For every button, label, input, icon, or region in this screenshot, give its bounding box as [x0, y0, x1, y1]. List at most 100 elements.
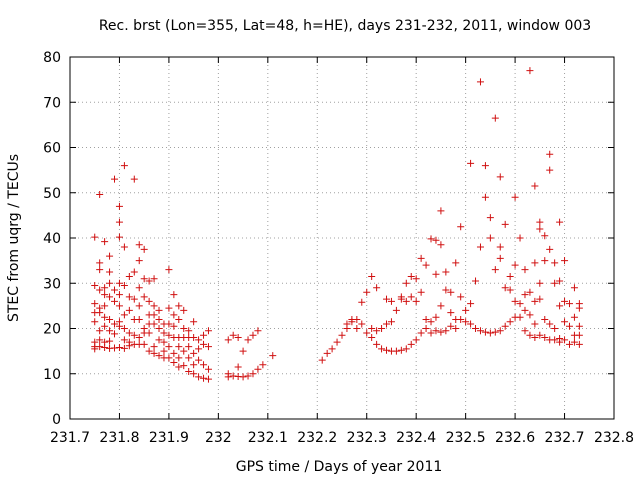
data-point	[407, 272, 415, 280]
data-point	[422, 325, 430, 332]
data-point	[501, 322, 509, 330]
data-point	[195, 373, 203, 381]
data-point	[348, 318, 356, 326]
data-points	[91, 67, 583, 383]
data-point	[101, 322, 109, 330]
data-point	[511, 261, 519, 269]
data-point	[96, 191, 104, 199]
data-point	[506, 272, 514, 280]
data-point	[200, 331, 208, 339]
data-point	[180, 362, 188, 370]
data-point	[565, 300, 573, 308]
data-point	[526, 311, 534, 319]
data-point	[170, 322, 178, 330]
data-point	[432, 313, 440, 321]
data-point	[383, 295, 391, 303]
y-tick-labels: 0 10 20 30 40 50 60 70 80	[43, 50, 61, 428]
data-point	[323, 349, 331, 357]
data-point	[457, 293, 465, 301]
data-point	[150, 343, 158, 351]
data-point	[91, 318, 99, 326]
data-point	[130, 295, 138, 303]
data-point	[387, 297, 395, 305]
data-point	[412, 336, 420, 344]
axis-ticks	[69, 56, 615, 420]
data-point	[417, 288, 425, 296]
data-point	[150, 302, 158, 310]
data-point	[368, 272, 376, 280]
data-point	[407, 340, 415, 348]
data-point	[402, 345, 410, 353]
data-point	[175, 363, 183, 371]
data-point	[115, 322, 123, 330]
data-point	[195, 345, 203, 353]
data-point	[531, 320, 539, 328]
data-point	[575, 331, 583, 339]
data-point	[130, 331, 138, 339]
data-point	[472, 325, 480, 332]
y-tick-label: 50	[43, 186, 61, 202]
data-point	[531, 297, 539, 305]
data-point	[175, 354, 183, 362]
data-point	[575, 322, 583, 330]
data-point	[472, 277, 480, 285]
data-point	[506, 318, 514, 326]
data-point	[150, 320, 158, 328]
data-point	[115, 291, 123, 299]
data-point	[120, 282, 128, 290]
y-tick-label: 30	[43, 276, 61, 292]
data-point	[140, 275, 148, 283]
data-point	[476, 78, 484, 86]
data-point	[190, 361, 198, 369]
data-point	[526, 331, 534, 339]
data-point	[358, 320, 366, 328]
data-point	[106, 252, 114, 260]
data-point	[101, 302, 109, 310]
data-point	[551, 325, 559, 332]
data-point	[343, 325, 351, 332]
data-point	[462, 306, 470, 314]
data-point	[556, 277, 564, 285]
data-point	[130, 175, 138, 183]
data-point	[254, 365, 262, 373]
data-point	[467, 300, 475, 308]
data-point	[437, 302, 445, 310]
data-point	[160, 329, 168, 337]
data-point	[442, 327, 450, 335]
data-point	[244, 372, 252, 380]
data-point	[556, 218, 564, 226]
data-point	[180, 325, 188, 332]
y-tick-label: 10	[43, 367, 61, 383]
data-point	[96, 259, 104, 267]
data-point	[422, 315, 430, 323]
data-point	[155, 306, 163, 314]
data-point	[392, 347, 400, 355]
data-point	[452, 259, 460, 267]
data-point	[481, 328, 489, 336]
data-point	[91, 282, 99, 290]
data-point	[496, 173, 504, 181]
x-axis-label: GPS time / Days of year 2011	[236, 459, 443, 475]
x-tick-label: 232.1	[248, 430, 288, 446]
data-point	[150, 311, 158, 319]
data-point	[402, 297, 410, 305]
data-point	[531, 259, 539, 267]
data-point	[115, 344, 123, 352]
data-point	[486, 234, 494, 242]
data-point	[387, 318, 395, 326]
data-point	[130, 268, 138, 276]
data-point	[165, 354, 173, 362]
data-point	[170, 291, 178, 299]
data-point	[397, 295, 405, 303]
data-point	[546, 245, 554, 253]
data-point	[353, 315, 361, 323]
data-point	[541, 232, 549, 240]
data-point	[373, 284, 381, 292]
data-point	[190, 318, 198, 326]
data-point	[496, 327, 504, 335]
data-point	[185, 354, 193, 362]
data-point	[457, 315, 465, 323]
data-point	[427, 329, 435, 337]
data-point	[160, 338, 168, 346]
y-tick-label: 20	[43, 322, 61, 338]
